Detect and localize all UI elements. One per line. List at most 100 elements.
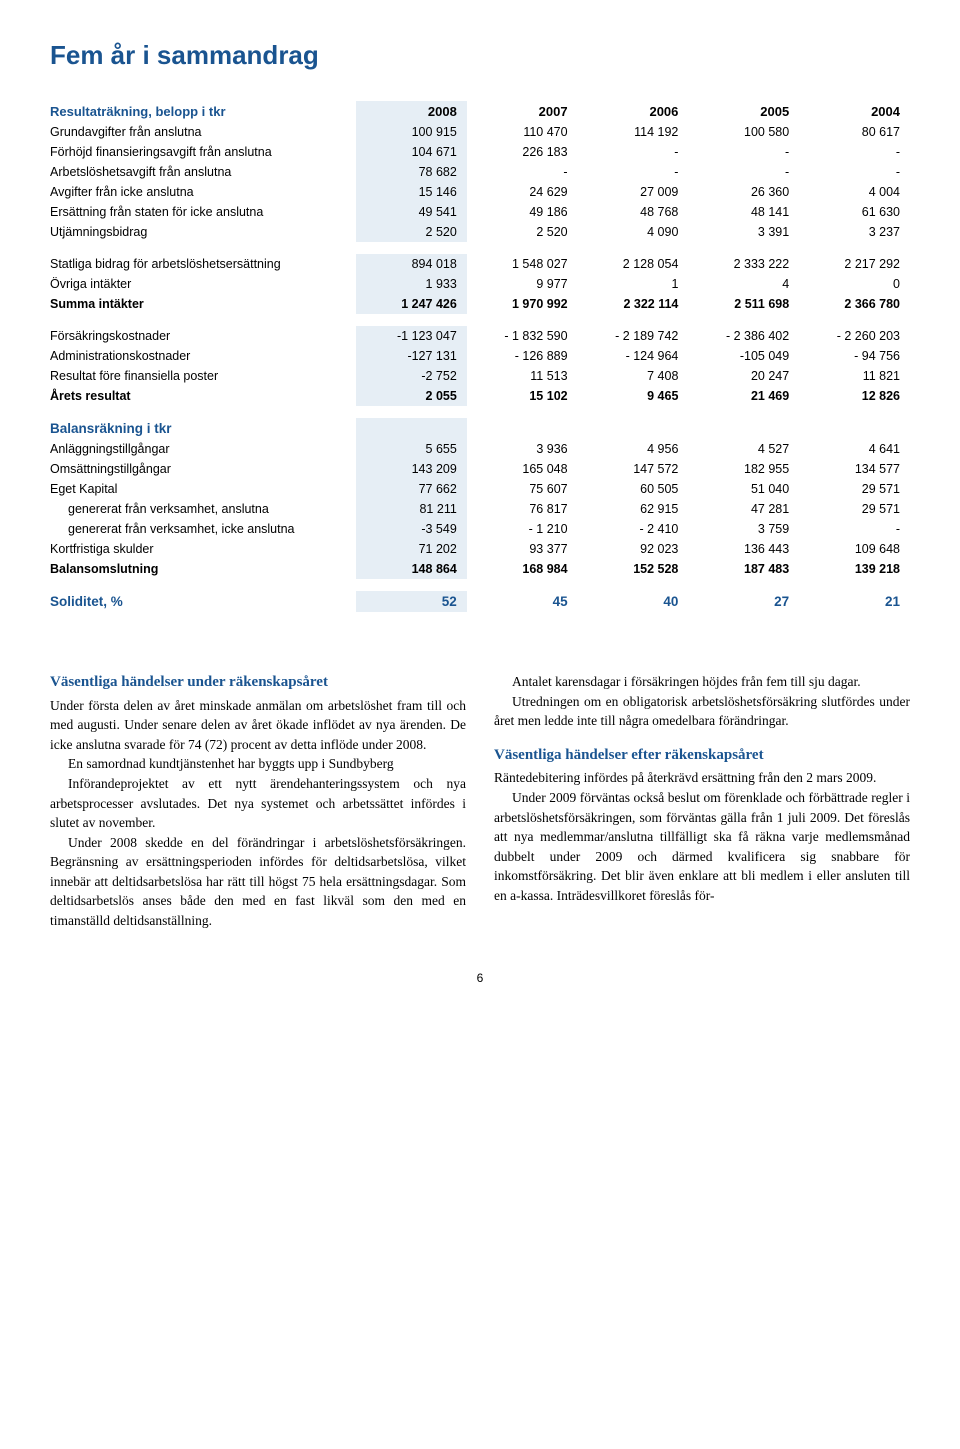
row-label: Arbetslöshetsavgift från anslutna xyxy=(50,162,356,182)
row-value: 49 541 xyxy=(356,202,467,222)
row-value: 2 511 698 xyxy=(688,294,799,314)
row-value: 165 048 xyxy=(467,459,578,479)
row-label: Balansräkning i tkr xyxy=(50,418,356,439)
row-value: - 2 386 402 xyxy=(688,326,799,346)
row-value: 148 864 xyxy=(356,559,467,579)
paragraph: Under första delen av året minskade anmä… xyxy=(50,696,466,755)
row-value: 52 xyxy=(356,591,467,612)
row-label: Kortfristiga skulder xyxy=(50,539,356,559)
row-value: 29 571 xyxy=(799,499,910,519)
paragraph: En samordnad kundtjänstenhet har byggts … xyxy=(50,754,466,774)
row-value: - xyxy=(578,142,689,162)
row-value: 136 443 xyxy=(688,539,799,559)
row-value: 2004 xyxy=(799,101,910,122)
row-value: -1 123 047 xyxy=(356,326,467,346)
row-value: 76 817 xyxy=(467,499,578,519)
paragraph: Antalet karensdagar i försäkringen höjde… xyxy=(494,672,910,692)
row-value: - xyxy=(799,519,910,539)
row-value: 182 955 xyxy=(688,459,799,479)
row-value: 2 366 780 xyxy=(799,294,910,314)
row-label: Grundavgifter från anslutna xyxy=(50,122,356,142)
row-value: 139 218 xyxy=(799,559,910,579)
section-heading-2: Väsentliga händelser efter räkenskapsåre… xyxy=(494,745,910,767)
row-value: 80 617 xyxy=(799,122,910,142)
row-value: 11 821 xyxy=(799,366,910,386)
paragraph: Införandeprojektet av ett nytt ärendehan… xyxy=(50,774,466,833)
row-value: 3 391 xyxy=(688,222,799,242)
row-value: 12 826 xyxy=(799,386,910,406)
paragraph: Utredningen om en obligatorisk arbetslös… xyxy=(494,692,910,731)
row-value: 2005 xyxy=(688,101,799,122)
row-value: - xyxy=(467,162,578,182)
row-label: Anläggningstillgångar xyxy=(50,439,356,459)
row-value: 104 671 xyxy=(356,142,467,162)
row-value: 27 xyxy=(688,591,799,612)
section-heading-1: Väsentliga händelser under räkenskapsåre… xyxy=(50,672,466,694)
row-value: 71 202 xyxy=(356,539,467,559)
row-value: - 2 410 xyxy=(578,519,689,539)
row-value: 5 655 xyxy=(356,439,467,459)
row-label: Avgifter från icke anslutna xyxy=(50,182,356,202)
row-value: 93 377 xyxy=(467,539,578,559)
row-value: - xyxy=(799,142,910,162)
body-text: Väsentliga händelser under räkenskapsåre… xyxy=(50,672,910,931)
row-value: 147 572 xyxy=(578,459,689,479)
row-value: - 2 260 203 xyxy=(799,326,910,346)
row-value: 78 682 xyxy=(356,162,467,182)
paragraph: Räntedebitering infördes på återkrävd er… xyxy=(494,768,910,788)
row-value: 1 970 992 xyxy=(467,294,578,314)
row-label: Ersättning från staten för icke anslutna xyxy=(50,202,356,222)
row-value: 21 469 xyxy=(688,386,799,406)
row-value: 15 102 xyxy=(467,386,578,406)
row-value: 24 629 xyxy=(467,182,578,202)
row-value: 4 641 xyxy=(799,439,910,459)
row-label: Statliga bidrag för arbetslöshetsersättn… xyxy=(50,254,356,274)
row-label: Övriga intäkter xyxy=(50,274,356,294)
row-value: -105 049 xyxy=(688,346,799,366)
row-value: 27 009 xyxy=(578,182,689,202)
row-label: Summa intäkter xyxy=(50,294,356,314)
row-value: -3 549 xyxy=(356,519,467,539)
row-value: 11 513 xyxy=(467,366,578,386)
row-value: 143 209 xyxy=(356,459,467,479)
row-value: 2 333 222 xyxy=(688,254,799,274)
row-value: 1 247 426 xyxy=(356,294,467,314)
row-value: - 124 964 xyxy=(578,346,689,366)
row-value: 1 xyxy=(578,274,689,294)
row-label: Balansomslutning xyxy=(50,559,356,579)
row-value: - 1 210 xyxy=(467,519,578,539)
row-value: 2 520 xyxy=(356,222,467,242)
row-value: 187 483 xyxy=(688,559,799,579)
row-value: 62 915 xyxy=(578,499,689,519)
row-label: genererat från verksamhet, icke anslutna xyxy=(50,519,356,539)
financial-table: Resultaträkning, belopp i tkr20082007200… xyxy=(50,101,910,612)
row-value: 20 247 xyxy=(688,366,799,386)
row-value: -2 752 xyxy=(356,366,467,386)
row-value: 29 571 xyxy=(799,479,910,499)
row-value: 2006 xyxy=(578,101,689,122)
row-value: 3 237 xyxy=(799,222,910,242)
row-value: 2 322 114 xyxy=(578,294,689,314)
row-value: 110 470 xyxy=(467,122,578,142)
row-value: 48 768 xyxy=(578,202,689,222)
row-value: - xyxy=(578,162,689,182)
row-value: 9 465 xyxy=(578,386,689,406)
row-value: 2 055 xyxy=(356,386,467,406)
row-label: Omsättningstillgångar xyxy=(50,459,356,479)
row-value: 92 023 xyxy=(578,539,689,559)
row-label: Försäkringskostnader xyxy=(50,326,356,346)
row-label: Förhöjd finansieringsavgift från anslutn… xyxy=(50,142,356,162)
row-label: genererat från verksamhet, anslutna xyxy=(50,499,356,519)
row-label: Resultat före finansiella poster xyxy=(50,366,356,386)
row-value: 40 xyxy=(578,591,689,612)
row-value: 2 520 xyxy=(467,222,578,242)
row-value: 100 915 xyxy=(356,122,467,142)
row-value: - xyxy=(688,142,799,162)
row-value: 77 662 xyxy=(356,479,467,499)
row-value: 51 040 xyxy=(688,479,799,499)
row-value: 61 630 xyxy=(799,202,910,222)
row-value: 0 xyxy=(799,274,910,294)
row-value: 45 xyxy=(467,591,578,612)
row-value: 26 360 xyxy=(688,182,799,202)
row-value: 168 984 xyxy=(467,559,578,579)
